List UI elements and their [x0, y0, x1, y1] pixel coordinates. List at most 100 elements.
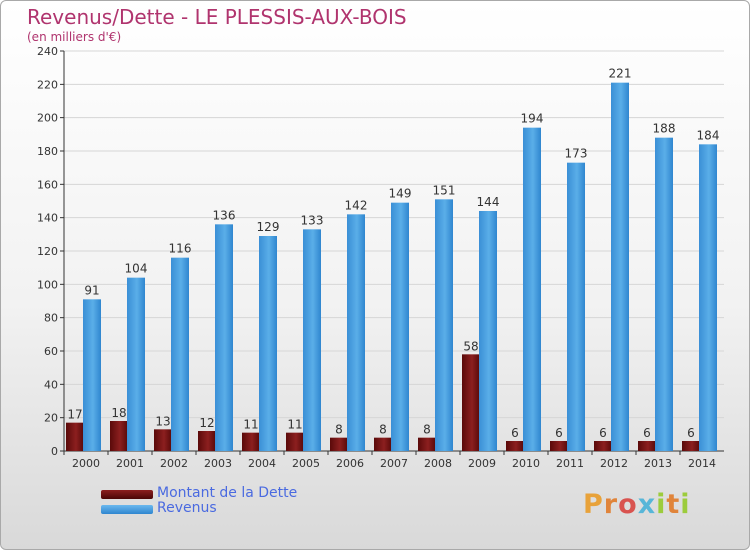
- data-label-revenus-2012: 221: [609, 67, 632, 81]
- bar-revenus-2009: [479, 211, 497, 451]
- y-tick-label: 0: [51, 445, 58, 458]
- y-tick-label: 120: [37, 245, 58, 258]
- y-tick-label: 160: [37, 178, 58, 191]
- logo-letter: t: [666, 489, 681, 520]
- legend-swatch-dette: [101, 490, 153, 499]
- y-tick-label: 100: [37, 278, 58, 291]
- y-tick-label: 200: [37, 112, 58, 125]
- y-tick-label: 20: [44, 412, 58, 425]
- bar-dette-2013: [638, 441, 656, 451]
- x-tick-label: 2000: [72, 457, 100, 470]
- data-label-dette-2001: 18: [111, 406, 126, 420]
- data-label-dette-2003: 12: [199, 416, 214, 430]
- bar-revenus-2008: [435, 199, 453, 451]
- legend-swatch-revenus: [101, 505, 153, 514]
- bar-dette-2007: [374, 437, 392, 451]
- x-tick-label: 2007: [380, 457, 408, 470]
- data-label-revenus-2007: 149: [389, 187, 412, 201]
- logo-letter: i: [656, 489, 667, 520]
- data-label-revenus-2011: 173: [565, 147, 588, 161]
- x-tick-label: 2008: [424, 457, 452, 470]
- logo-letter: r: [603, 489, 619, 520]
- data-label-revenus-2014: 184: [697, 128, 720, 142]
- data-label-dette-2004: 11: [243, 418, 258, 432]
- data-label-revenus-2001: 104: [125, 262, 148, 276]
- x-tick-label: 2010: [512, 457, 540, 470]
- data-label-dette-2007: 8: [379, 423, 387, 437]
- bar-revenus-2011: [567, 162, 585, 451]
- x-tick-label: 2012: [600, 457, 628, 470]
- bar-revenus-2001: [127, 277, 145, 451]
- bar-dette-2005: [286, 432, 304, 451]
- proxiti-logo: Proxiti: [583, 489, 691, 520]
- bar-dette-2008: [418, 437, 436, 451]
- y-tick-label: 80: [44, 312, 58, 325]
- data-label-revenus-2004: 129: [257, 220, 280, 234]
- bar-revenus-2003: [215, 224, 233, 451]
- data-label-revenus-2008: 151: [433, 183, 456, 197]
- x-tick-label: 2009: [468, 457, 496, 470]
- bar-revenus-2000: [83, 299, 101, 451]
- x-tick-label: 2005: [292, 457, 320, 470]
- x-tick-label: 2006: [336, 457, 364, 470]
- bar-dette-2009: [462, 354, 480, 451]
- data-label-revenus-2003: 136: [213, 208, 236, 222]
- bar-revenus-2014: [699, 144, 717, 452]
- bar-revenus-2013: [655, 137, 673, 451]
- y-tick-label: 240: [37, 45, 58, 58]
- legend-label-revenus: Revenus: [157, 500, 217, 516]
- bar-revenus-2004: [259, 236, 277, 451]
- logo-letter: o: [618, 489, 638, 520]
- bar-revenus-2012: [611, 82, 629, 452]
- data-label-dette-2012: 6: [599, 426, 607, 440]
- chart-subtitle: (en milliers d'€): [27, 30, 122, 44]
- bar-dette-2004: [242, 432, 260, 451]
- bar-dette-2011: [550, 441, 568, 451]
- y-tick-label: 40: [44, 378, 58, 391]
- x-tick-label: 2014: [688, 457, 716, 470]
- data-label-dette-2006: 8: [335, 423, 343, 437]
- logo-letter: P: [583, 489, 604, 520]
- bar-dette-2000: [66, 422, 84, 451]
- bar-revenus-2005: [303, 229, 321, 451]
- bar-dette-2006: [330, 437, 348, 451]
- data-label-revenus-2009: 144: [477, 195, 500, 209]
- axes: 0 20 40 60 80 100 120 140 160 180 200 220 240 2000 200…: [37, 45, 724, 470]
- y-tick-label: 60: [44, 345, 58, 358]
- data-label-revenus-2006: 142: [345, 198, 368, 212]
- data-label-dette-2008: 8: [423, 423, 431, 437]
- data-label-revenus-2005: 133: [301, 213, 324, 227]
- y-tick-label: 220: [37, 78, 58, 91]
- bar-dette-2014: [682, 441, 700, 451]
- bar-dette-2010: [506, 441, 524, 451]
- bar-dette-2002: [154, 429, 172, 451]
- data-label-dette-2002: 13: [155, 414, 170, 428]
- x-tick-label: 2011: [556, 457, 584, 470]
- x-tick-label: 2004: [248, 457, 276, 470]
- chart-title: Revenus/Dette - LE PLESSIS-AUX-BOIS: [27, 5, 407, 29]
- logo-letter: x: [637, 489, 657, 520]
- logo-letter: i: [680, 489, 691, 520]
- data-label-revenus-2010: 194: [521, 112, 544, 126]
- bar-revenus-2007: [391, 202, 409, 451]
- bar-dette-2012: [594, 441, 612, 451]
- data-label-dette-2013: 6: [643, 426, 651, 440]
- data-label-dette-2005: 11: [287, 418, 302, 432]
- data-label-revenus-2000: 91: [84, 283, 99, 297]
- y-tick-label: 140: [37, 212, 58, 225]
- y-tick-label: 180: [37, 145, 58, 158]
- bars: [66, 82, 717, 452]
- bar-revenus-2006: [347, 214, 365, 451]
- data-label-revenus-2013: 188: [653, 122, 676, 136]
- bar-dette-2001: [110, 421, 128, 451]
- data-label-dette-2010: 6: [511, 426, 519, 440]
- legend-label-dette: Montant de la Dette: [157, 485, 298, 501]
- x-tick-label: 2002: [160, 457, 188, 470]
- data-label-dette-2014: 6: [687, 426, 695, 440]
- bar-revenus-2002: [171, 257, 189, 451]
- data-label-dette-2009: 58: [463, 339, 478, 353]
- bar-dette-2003: [198, 431, 216, 451]
- data-labels: 17 91 18 104 13 116 12 136 11 129 11 133 8 142 8 149 8 15…: [67, 67, 719, 440]
